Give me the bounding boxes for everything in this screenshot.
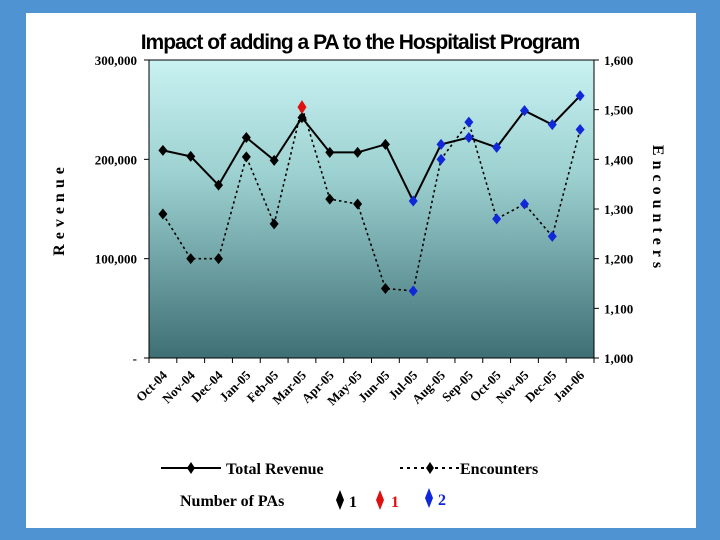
encounters-point [158, 208, 168, 220]
revenue-point [464, 131, 474, 143]
revenue-point [575, 90, 585, 102]
encounters-point [575, 124, 585, 136]
right-tick-label: 1,000 [604, 351, 633, 366]
encounters-point [492, 213, 502, 225]
legend-revenue-label: Total Revenue [226, 461, 324, 478]
chart: Impact of adding a PA to the Hospitalist… [51, 31, 666, 511]
encounters-point [408, 285, 418, 297]
revenue-point [297, 112, 307, 124]
legend-pa-title: Number of PAs [180, 493, 284, 510]
revenue-point [325, 146, 335, 158]
left-tick-label: 300,000 [95, 53, 137, 68]
legend-pa2-label: 2 [438, 492, 446, 509]
encounters-line [162, 104, 581, 292]
revenue-point [436, 138, 446, 150]
right-tick-label: 1,500 [604, 103, 633, 118]
x-tick-label: Jan-06 [550, 367, 588, 405]
legend-pa1-red-label: 1 [391, 494, 399, 511]
encounters-point [464, 116, 474, 128]
legend-pa1-marker [336, 490, 344, 510]
encounters-point [519, 198, 529, 210]
revenue-point [214, 179, 224, 191]
right-tick-label: 1,100 [604, 301, 633, 316]
encounters-point [269, 218, 279, 230]
x-tick-label: Nov-04 [159, 367, 198, 406]
legend-pa1-label: 1 [349, 494, 357, 511]
left-tick-label: - [133, 351, 137, 366]
left-tick-label: 100,000 [95, 252, 137, 267]
encounters-point [380, 282, 390, 294]
encounters-point [241, 151, 251, 163]
x-tick-label: Dec-04 [188, 367, 226, 405]
right-tick-label: 1,300 [604, 202, 633, 217]
x-tick-label: Dec-05 [522, 367, 560, 405]
revenue-point [353, 146, 363, 158]
legend-revenue-marker [187, 462, 195, 474]
encounters-point [186, 253, 196, 265]
encounters-point [547, 230, 557, 242]
encounters-point [353, 198, 363, 210]
encounters-point [325, 193, 335, 205]
right-tick-label: 1,200 [604, 252, 633, 267]
encounters-point [436, 153, 446, 165]
chart-title: Impact of adding a PA to the Hospitalist… [141, 31, 580, 54]
revenue-line [162, 95, 581, 204]
plot-area [148, 59, 595, 359]
legend-pa1-red-marker [376, 490, 384, 510]
legend-encounters-marker [426, 462, 434, 474]
legend: Total Revenue Encounters Number of PAs 1… [161, 461, 538, 511]
right-axis-title: Encounters [649, 145, 666, 273]
left-axis-title: Revenue [51, 162, 68, 256]
encounters-point [214, 253, 224, 265]
revenue-point [408, 195, 418, 207]
legend-encounters-label: Encounters [460, 461, 538, 478]
revenue-point [269, 154, 279, 166]
revenue-point [186, 150, 196, 162]
left-tick-label: 200,000 [95, 152, 137, 167]
slide-frame: Impact of adding a PA to the Hospitalist… [26, 13, 696, 528]
right-tick-label: 1,600 [604, 53, 633, 68]
revenue-point [380, 138, 390, 150]
legend-pa2-marker [425, 488, 433, 508]
revenue-point [158, 144, 168, 156]
revenue-point [492, 141, 502, 153]
revenue-point [519, 105, 529, 117]
x-tick-label: Nov-05 [493, 367, 532, 406]
revenue-point [241, 131, 251, 143]
x-tick-label: Jun-05 [355, 367, 393, 405]
revenue-point [547, 119, 557, 131]
right-tick-label: 1,400 [604, 152, 633, 167]
encounters-point [297, 100, 307, 115]
